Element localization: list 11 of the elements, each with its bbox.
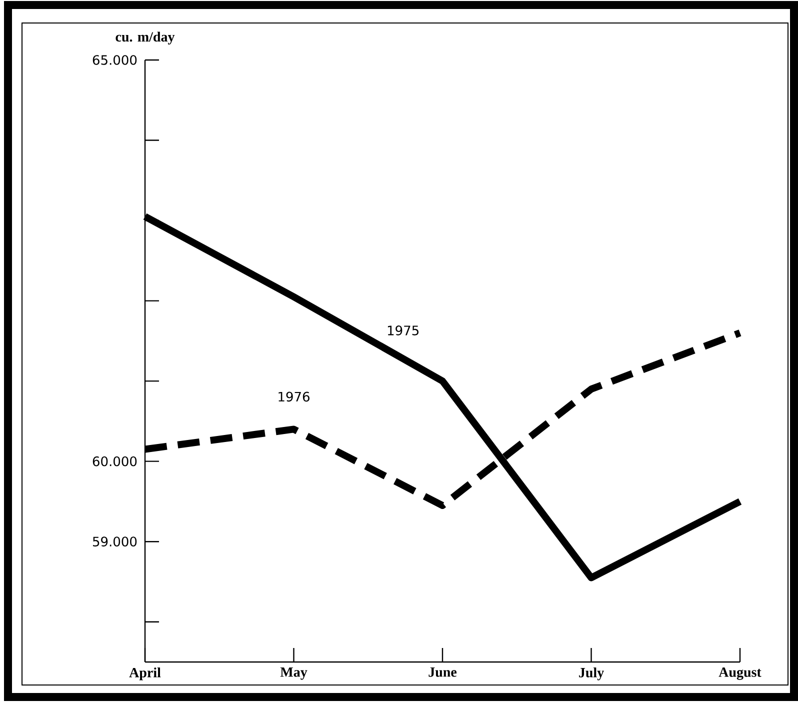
x-tick-label: August xyxy=(718,668,762,680)
x-tick-label: May xyxy=(280,668,308,680)
y-tick-label: 60.000 xyxy=(92,456,137,466)
y-tick-label: 59.000 xyxy=(92,536,137,547)
x-tick-label: June xyxy=(428,668,457,677)
y-axis-title: cu. m/day xyxy=(116,32,175,44)
x-tick-label: July xyxy=(579,668,604,680)
x-tick-label: April xyxy=(129,668,161,680)
series-label: 1975 xyxy=(388,326,418,336)
text: 1976 xyxy=(278,392,310,402)
y-tick-label: 65.000 xyxy=(92,55,137,65)
